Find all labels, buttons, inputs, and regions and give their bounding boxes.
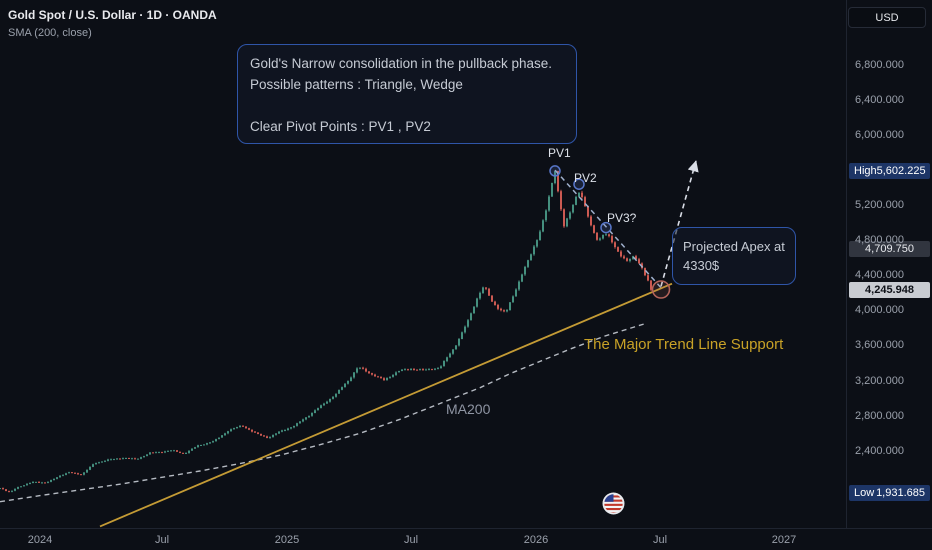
pivot-pv3-label: PV3? bbox=[607, 211, 637, 225]
trend-line[interactable] bbox=[99, 282, 673, 528]
apex-note-line: Projected Apex at bbox=[683, 239, 785, 254]
level-value: 4,709.750 bbox=[865, 243, 914, 255]
consolidation-note-box[interactable]: Gold's Narrow consolidation in the pullb… bbox=[237, 44, 577, 144]
price-tick: 3,600.000 bbox=[855, 339, 904, 351]
note-line: Gold's Narrow consolidation in the pullb… bbox=[250, 56, 552, 71]
price-tick: 4,800.000 bbox=[855, 234, 904, 246]
note-line: Clear Pivot Points : PV1 , PV2 bbox=[250, 119, 431, 134]
time-tick: 2026 bbox=[523, 534, 549, 546]
time-axis[interactable]: 2024 Jul 2025 Jul 2026 Jul 2027 bbox=[0, 528, 932, 550]
note-line: Possible patterns : Triangle, Wedge bbox=[250, 77, 463, 92]
indicator-label[interactable]: SMA (200, close) bbox=[8, 27, 92, 39]
pivot-marker[interactable] bbox=[549, 165, 561, 177]
symbol-title[interactable]: Gold Spot / U.S. Dollar · 1D · OANDA bbox=[8, 8, 217, 22]
high-label: High bbox=[854, 165, 877, 177]
low-value: 1,931.685 bbox=[876, 487, 925, 499]
pivot-pv1-label: PV1 bbox=[548, 146, 571, 160]
price-tick: 5,200.000 bbox=[855, 199, 904, 211]
last-value: 4,245.948 bbox=[865, 284, 914, 296]
currency-button[interactable]: USD bbox=[848, 7, 926, 28]
pivot-pv2-label: PV2 bbox=[574, 171, 597, 185]
price-tick: 6,800.000 bbox=[855, 59, 904, 71]
time-tick: Jul bbox=[652, 534, 668, 546]
time-tick: 2025 bbox=[274, 534, 300, 546]
price-tick: 6,000.000 bbox=[855, 129, 904, 141]
pivot-marker[interactable] bbox=[573, 178, 585, 190]
price-tick: 3,200.000 bbox=[855, 375, 904, 387]
high-value: 5,602.225 bbox=[876, 165, 926, 177]
high-price-badge: High 5,602.225 bbox=[849, 163, 930, 179]
ma200-line bbox=[0, 323, 646, 503]
price-axis[interactable]: High 5,602.225 4,709.750 4,245.948 Low 1… bbox=[846, 0, 932, 528]
us-flag-event-icon[interactable] bbox=[602, 492, 625, 515]
low-price-badge: Low 1,931.685 bbox=[849, 485, 930, 501]
level-price-label: 4,709.750 bbox=[849, 241, 930, 257]
time-tick: 2024 bbox=[27, 534, 53, 546]
note-line bbox=[250, 95, 564, 116]
price-tick: 2,400.000 bbox=[855, 445, 904, 457]
apex-note-line: 4330$ bbox=[683, 258, 720, 273]
price-tick: 2,800.000 bbox=[855, 410, 904, 422]
ma200-label: MA200 bbox=[446, 401, 491, 417]
projection-arrow[interactable] bbox=[660, 160, 699, 287]
price-tick: 6,400.000 bbox=[855, 94, 904, 106]
apex-marker[interactable] bbox=[651, 280, 671, 299]
projected-apex-note-box[interactable]: Projected Apex at 4330$ bbox=[672, 227, 796, 285]
candlestick-series bbox=[0, 170, 652, 493]
time-tick: Jul bbox=[154, 534, 170, 546]
price-tick: 4,400.000 bbox=[855, 269, 904, 281]
time-tick: 2027 bbox=[771, 534, 797, 546]
trendline-support-label: The Major Trend Line Support bbox=[584, 336, 784, 353]
low-label: Low bbox=[854, 487, 875, 499]
price-tick: 4,000.000 bbox=[855, 304, 904, 316]
time-tick: Jul bbox=[403, 534, 419, 546]
last-price-badge: 4,245.948 bbox=[849, 282, 930, 298]
chart-legend: Gold Spot / U.S. Dollar · 1D · OANDA SMA… bbox=[8, 8, 217, 39]
pivot-marker[interactable] bbox=[600, 221, 612, 234]
